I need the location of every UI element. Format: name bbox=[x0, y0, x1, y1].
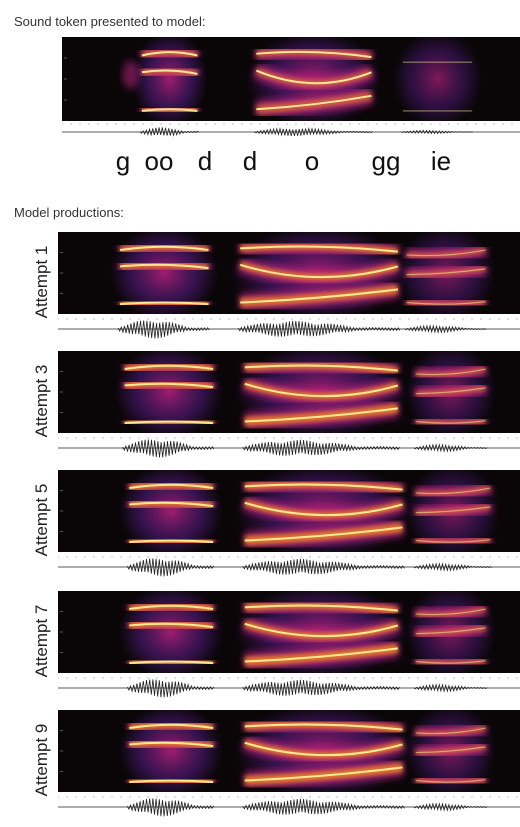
attempt-label: Attempt 7 bbox=[32, 604, 51, 678]
attempt-spectrogram bbox=[58, 470, 520, 552]
attempt-panel: Attempt 9 bbox=[0, 710, 520, 827]
attempt-waveform bbox=[58, 677, 520, 698]
phoneme-label: g bbox=[115, 146, 131, 176]
input-spectrogram bbox=[62, 37, 520, 121]
input-heading: Sound token presented to model: bbox=[14, 14, 206, 29]
phoneme-label: ie bbox=[430, 146, 452, 176]
attempt-waveform bbox=[58, 556, 520, 577]
attempt-spectrogram bbox=[58, 710, 520, 792]
input-waveform bbox=[62, 123, 520, 137]
attempt-waveform bbox=[58, 437, 520, 458]
phoneme-label: d bbox=[242, 146, 258, 176]
attempt-panel: Attempt 7 bbox=[0, 591, 520, 703]
attempt-panel: Attempt 1 bbox=[0, 232, 520, 344]
attempt-label: Attempt 3 bbox=[32, 364, 51, 438]
attempt-label: Attempt 1 bbox=[32, 245, 51, 319]
phoneme-label: gg bbox=[371, 146, 401, 176]
attempt-spectrogram bbox=[58, 591, 520, 673]
attempt-label: Attempt 5 bbox=[32, 483, 51, 557]
attempt-spectrogram bbox=[58, 351, 520, 433]
phoneme-label: d bbox=[197, 146, 213, 176]
attempt-panel: Attempt 3 bbox=[0, 351, 520, 463]
attempt-spectrogram bbox=[58, 232, 520, 314]
phoneme-label: oo bbox=[144, 146, 174, 176]
attempt-waveform bbox=[58, 318, 520, 339]
attempt-panel: Attempt 5 bbox=[0, 470, 520, 582]
productions-heading: Model productions: bbox=[14, 205, 124, 220]
input-token-panel: g oo d d o gg ie bbox=[0, 0, 520, 180]
phoneme-label: o bbox=[304, 146, 320, 176]
attempt-label: Attempt 9 bbox=[32, 723, 51, 797]
attempt-waveform bbox=[58, 796, 520, 817]
